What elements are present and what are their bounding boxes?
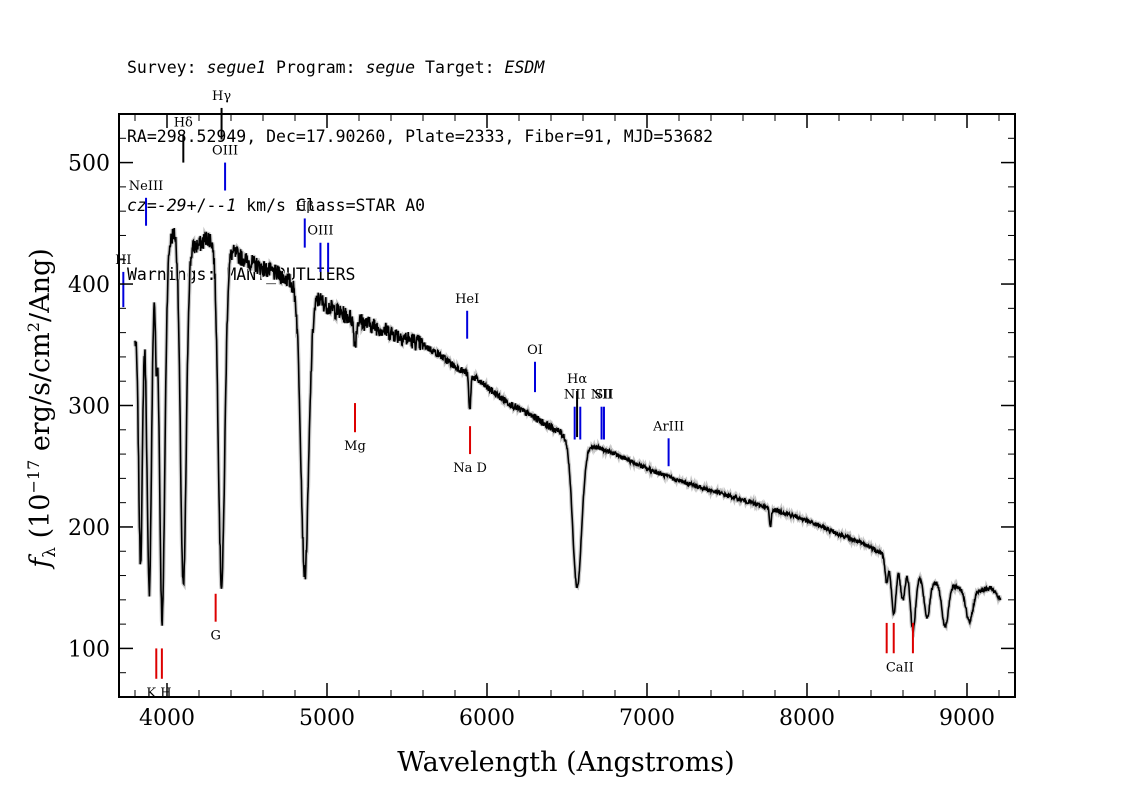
x-tick-label: 7000 <box>619 706 675 731</box>
x-tick-label: 9000 <box>939 706 995 731</box>
emission-line-label: HI <box>115 253 131 268</box>
emission-line-label: OI <box>527 343 543 358</box>
y-tick-label: 200 <box>68 516 110 541</box>
emission-line-label: ArIII <box>652 419 684 434</box>
y-tick-label: 100 <box>68 637 110 662</box>
survey-value: segue1 <box>206 58 267 77</box>
emission-line-label: Hβ <box>295 199 314 214</box>
header-line-redshift: cz=-29+/--1 km/s Class=STAR A0 <box>127 194 713 217</box>
absorption-line-label: CaII <box>886 660 914 675</box>
y-tick-label: 400 <box>68 273 110 298</box>
x-axis-label: Wavelength (Angstroms) <box>397 747 734 778</box>
absorption-line-label: Mg <box>344 439 366 454</box>
cz-label: cz= <box>127 196 157 215</box>
x-tick-label: 6000 <box>459 706 515 731</box>
absorption-line-label: G <box>210 629 220 644</box>
spectrum-header: Survey: segue1 Program: segue Target: ES… <box>127 10 713 309</box>
emission-line-label: OIII <box>307 224 333 239</box>
emission-line-label: NII <box>564 388 586 403</box>
cz-plusminus: +/- <box>186 196 217 215</box>
emission-line-label: SII <box>594 388 613 403</box>
absorption-line-label: K H <box>146 686 171 701</box>
emission-line-label: NII <box>591 388 613 403</box>
survey-label: Survey: <box>127 58 207 77</box>
spectrum-line <box>134 227 1002 634</box>
cz-value: -29 <box>156 196 187 215</box>
y-tick-label: 300 <box>68 395 110 420</box>
emission-line-label: HeI <box>455 292 479 307</box>
x-tick-label: 4000 <box>139 706 195 731</box>
program-label: Program: <box>266 58 366 77</box>
x-tick-label: 5000 <box>299 706 355 731</box>
target-value: ESDM <box>504 58 545 77</box>
cz-error: -1 <box>216 196 237 215</box>
emission-line-label: OIII <box>212 144 238 159</box>
emission-line-label: Hα <box>567 372 587 387</box>
y-axis-label: fλ (10−17 erg/s/cm2/Ang) <box>24 248 60 570</box>
program-value: segue <box>365 58 416 77</box>
emission-line-label: Hγ <box>212 89 231 104</box>
y-tick-label: 500 <box>68 152 110 177</box>
header-line-survey: Survey: segue1 Program: segue Target: ES… <box>127 56 713 79</box>
line-markers: HINeIIIHδHγOIIIHβOIIIHeIOINIIHαNIISIIArI… <box>115 89 914 701</box>
header-line-coordinates: RA=298.52949, Dec=17.90260, Plate=2333, … <box>127 127 714 146</box>
emission-line-label: NeIII <box>129 179 163 194</box>
target-label: Target: <box>415 58 505 77</box>
absorption-line-label: Na D <box>453 461 487 476</box>
emission-line-label: Hδ <box>174 116 193 131</box>
x-tick-label: 8000 <box>779 706 835 731</box>
plot-frame <box>118 113 1016 698</box>
spectrum-layer <box>133 226 1003 638</box>
cz-class: km/s Class=STAR A0 <box>236 196 426 215</box>
axes: 4000 5000 6000 7000 8000 9000 100 200 300 400 500 <box>68 113 1016 731</box>
spectrum-error-band <box>133 226 1003 638</box>
